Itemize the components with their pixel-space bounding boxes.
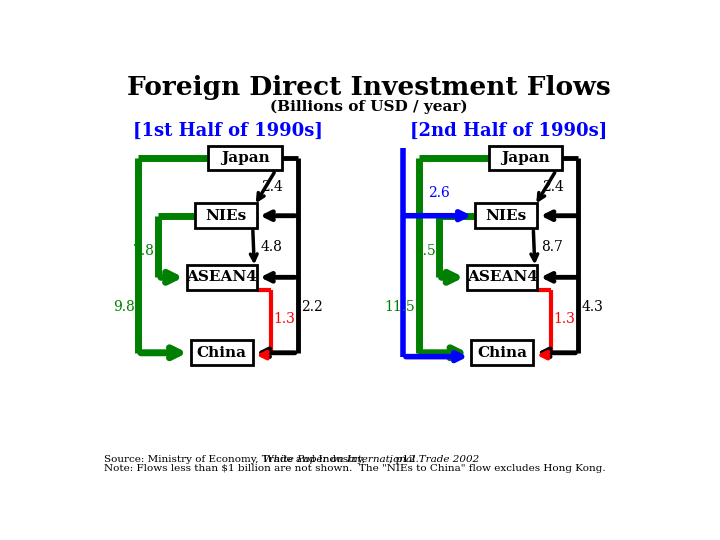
Text: Japan: Japan	[501, 151, 550, 165]
Bar	[475, 204, 537, 228]
Text: Note: Flows less than $1 billion are not shown.  The "NIEs to China" flow exclud: Note: Flows less than $1 billion are not…	[104, 464, 606, 474]
Text: Japan: Japan	[220, 151, 269, 165]
Bar	[187, 265, 256, 289]
Text: 8.5: 8.5	[414, 244, 436, 258]
Text: Foreign Direct Investment Flows: Foreign Direct Investment Flows	[127, 76, 611, 100]
Text: 1.3: 1.3	[273, 312, 294, 326]
Text: 4.8: 4.8	[261, 240, 282, 253]
Text: NIEs: NIEs	[205, 209, 246, 222]
Text: 8.7: 8.7	[541, 240, 563, 253]
Text: ASEAN4: ASEAN4	[467, 271, 538, 285]
Bar	[191, 340, 253, 365]
Bar	[472, 340, 534, 365]
Text: [2nd Half of 1990s]: [2nd Half of 1990s]	[410, 122, 607, 140]
Text: 11.5: 11.5	[384, 300, 415, 314]
Bar	[489, 146, 562, 170]
Text: [1st Half of 1990s]: [1st Half of 1990s]	[133, 122, 323, 140]
Text: Source: Ministry of Economy, Trade and Industry,: Source: Ministry of Economy, Trade and I…	[104, 455, 369, 464]
Text: NIEs: NIEs	[485, 209, 527, 222]
Text: China: China	[477, 346, 527, 360]
Text: 7.8: 7.8	[133, 244, 155, 258]
Text: (Billions of USD / year): (Billions of USD / year)	[270, 100, 468, 114]
Text: 2.6: 2.6	[428, 186, 450, 200]
Bar	[208, 146, 282, 170]
Bar	[194, 204, 256, 228]
Text: 2.4: 2.4	[542, 180, 564, 194]
Text: White Paper on International Trade 2002: White Paper on International Trade 2002	[263, 455, 479, 464]
Text: China: China	[197, 346, 247, 360]
Text: 2.2: 2.2	[301, 300, 323, 314]
Text: ASEAN4: ASEAN4	[186, 271, 257, 285]
Text: 9.8: 9.8	[113, 300, 135, 314]
Text: 1.3: 1.3	[554, 312, 575, 326]
Text: 2.4: 2.4	[261, 180, 283, 194]
Text: 4.3: 4.3	[581, 300, 603, 314]
Bar	[467, 265, 537, 289]
Text: , p12.: , p12.	[389, 455, 419, 464]
